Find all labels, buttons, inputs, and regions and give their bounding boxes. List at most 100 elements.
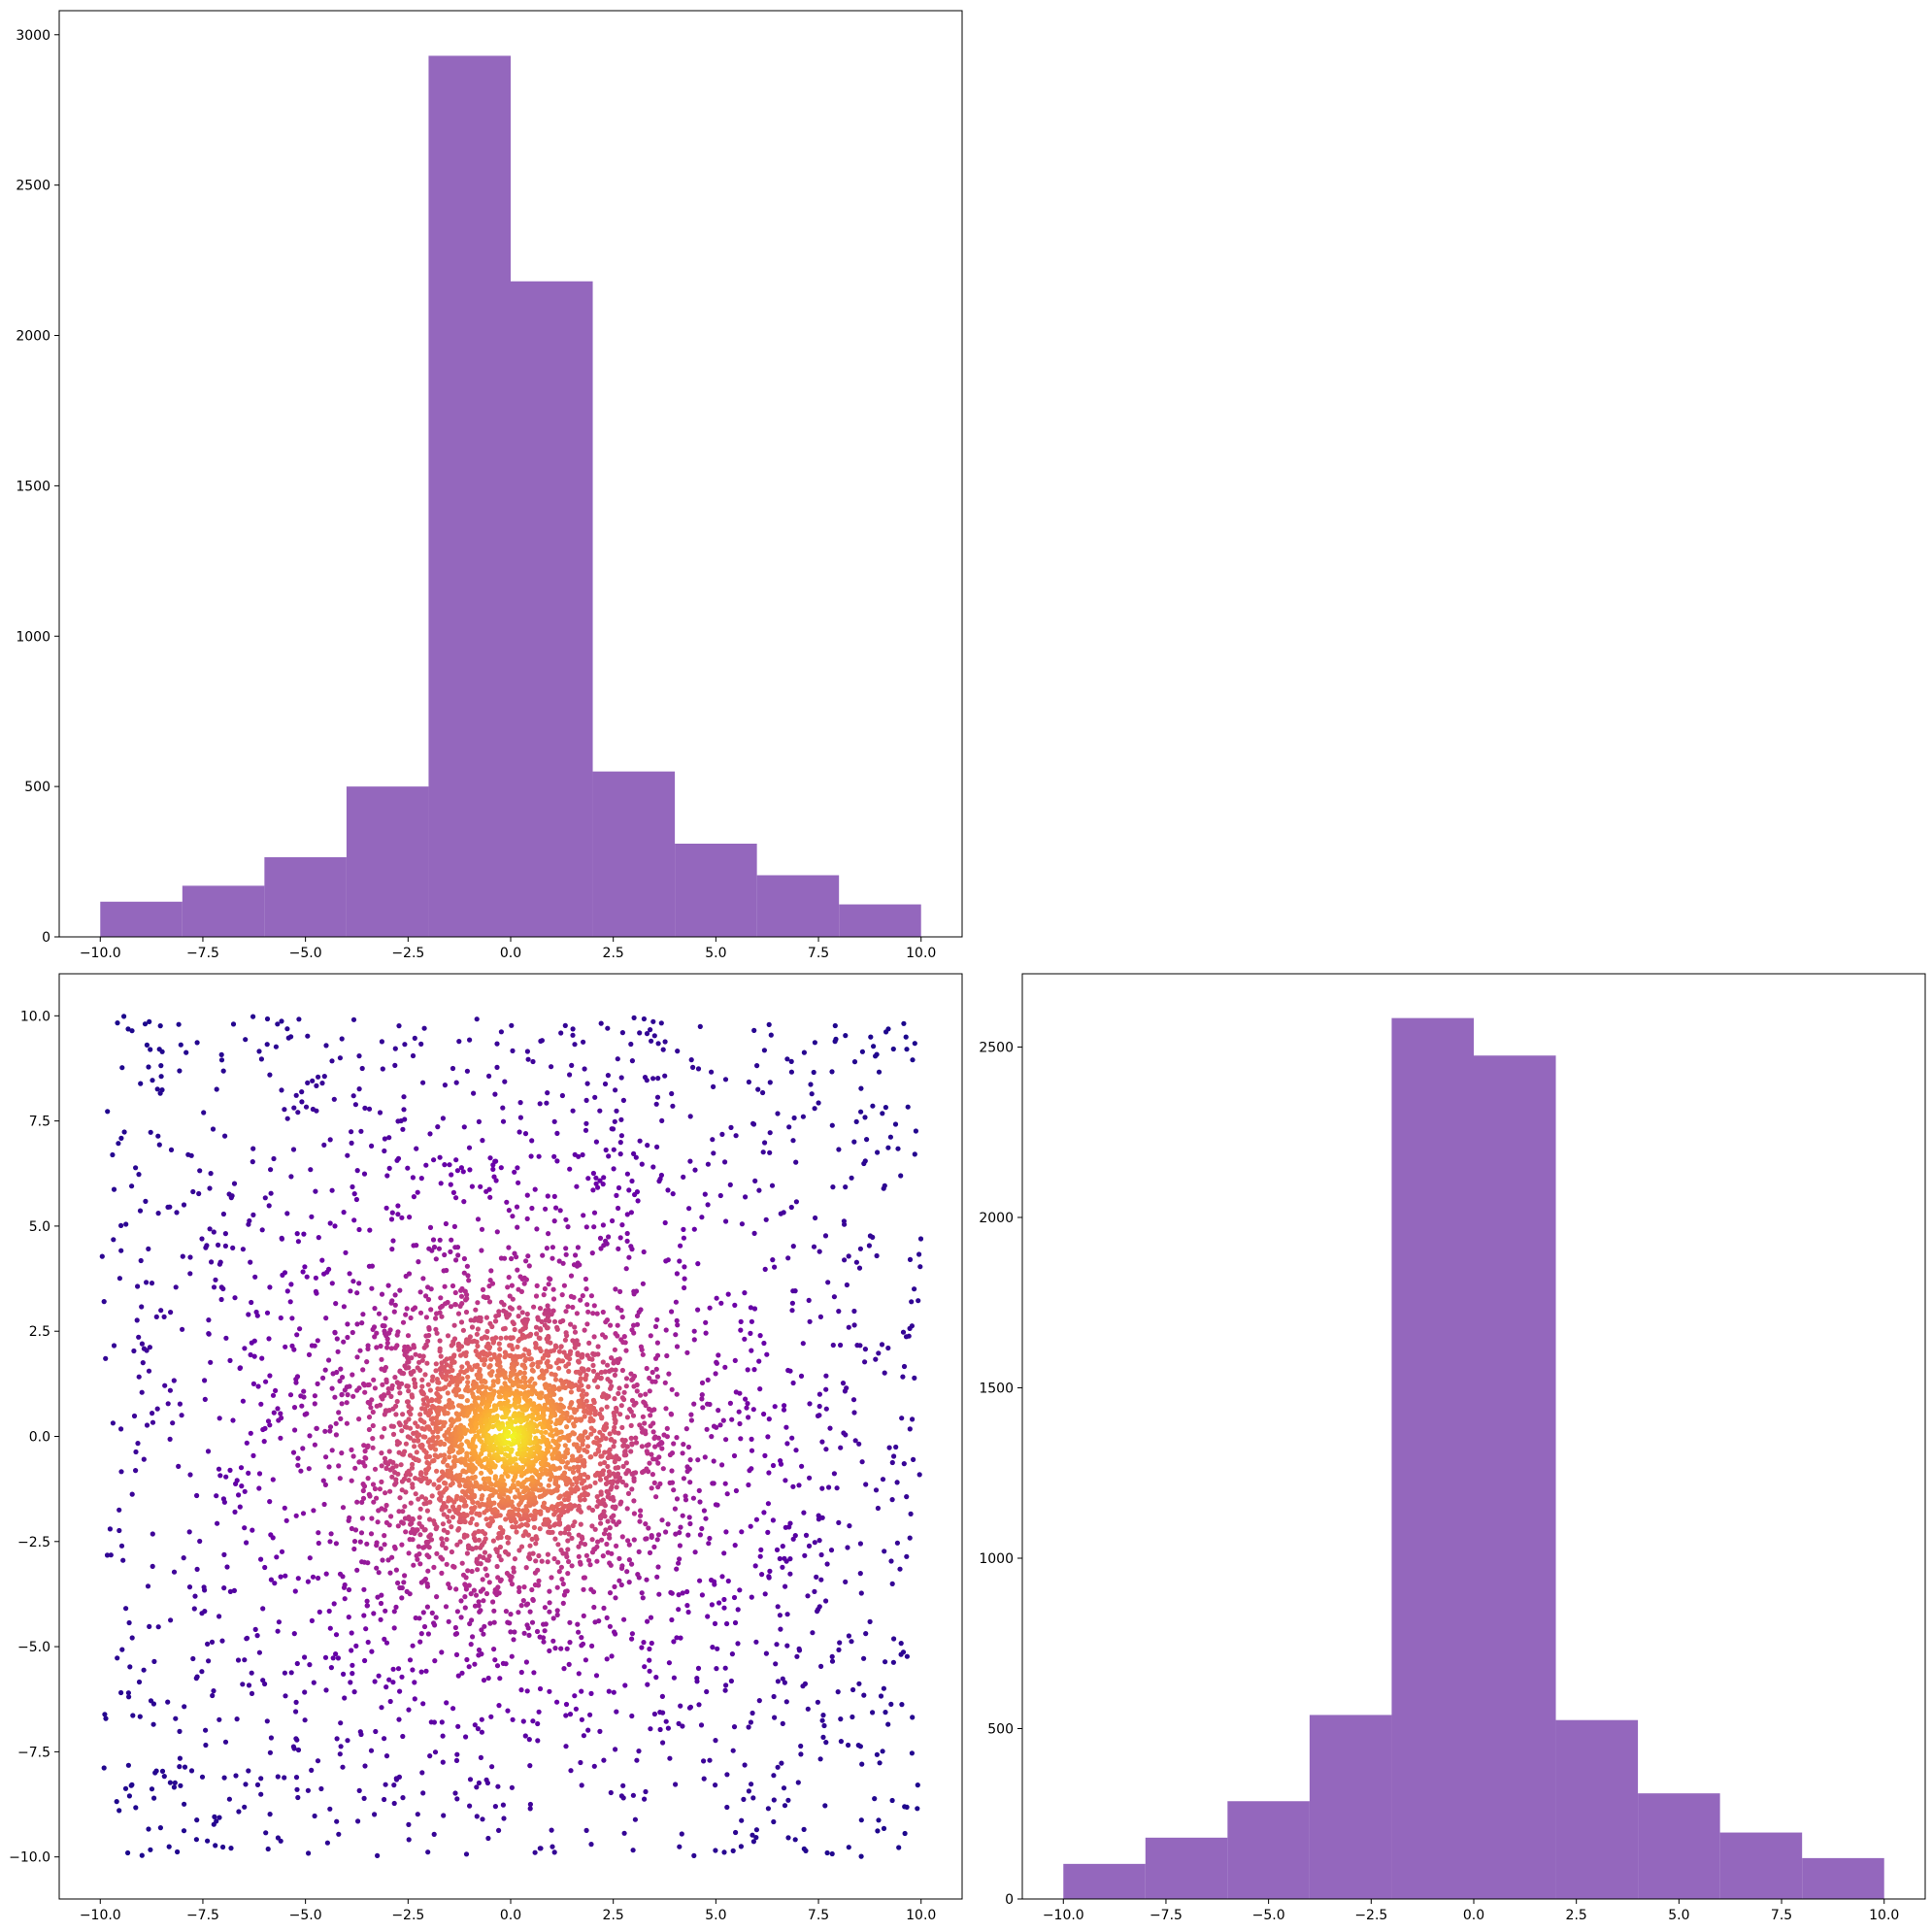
scatter-point — [629, 1713, 635, 1719]
scatter-point — [310, 1574, 316, 1580]
scatter-point — [628, 1371, 634, 1377]
scatter-point — [423, 1162, 429, 1168]
scatter-point — [403, 1529, 409, 1535]
scatter-point — [699, 1525, 705, 1532]
scatter-point — [474, 1016, 480, 1022]
scatter-point — [337, 1055, 343, 1061]
scatter-point — [487, 1155, 493, 1161]
scatter-point — [530, 1368, 536, 1374]
scatter-point — [687, 1457, 693, 1463]
scatter-point — [406, 1821, 412, 1827]
scatter-point — [663, 1327, 669, 1333]
scatter-point — [374, 1540, 380, 1546]
scatter-point — [671, 1675, 678, 1681]
scatter-point — [620, 1463, 626, 1469]
scatter-point — [682, 1284, 687, 1291]
scatter-point — [695, 1307, 701, 1313]
scatter-point — [292, 1588, 298, 1594]
scatter-point — [629, 1441, 635, 1447]
scatter-point — [578, 1297, 583, 1303]
scatter-point — [640, 1595, 646, 1601]
scatter-point — [496, 1341, 502, 1347]
scatter-point — [448, 1304, 454, 1310]
scatter-point — [654, 1340, 661, 1346]
scatter-point — [383, 1205, 389, 1211]
scatter-point — [397, 1287, 403, 1293]
scatter-point — [481, 1598, 486, 1604]
scatter-point — [846, 1742, 851, 1749]
scatter-point — [389, 1474, 395, 1480]
scatter-point — [748, 1523, 753, 1529]
scatter-point — [203, 1245, 209, 1250]
scatter-point — [577, 1404, 583, 1410]
scatter-point — [343, 1249, 349, 1255]
scatter-point — [288, 1670, 294, 1676]
scatter-point — [275, 1835, 281, 1841]
scatter-point — [473, 1450, 479, 1456]
scatter-point — [604, 1395, 610, 1401]
scatter-point — [410, 1482, 416, 1487]
scatter-point — [780, 1564, 785, 1570]
scatter-point — [527, 1806, 533, 1812]
scatter-point — [465, 1273, 471, 1279]
scatter-point — [542, 1516, 549, 1522]
scatter-point — [748, 1305, 754, 1311]
scatter-point — [771, 1797, 777, 1803]
x-tick-label: 10.0 — [906, 946, 936, 961]
scatter-point — [345, 1738, 350, 1744]
scatter-point — [507, 1293, 513, 1299]
scatter-point — [420, 1391, 426, 1397]
scatter-point — [118, 1135, 124, 1141]
scatter-point — [650, 1369, 655, 1376]
scatter-point — [851, 1308, 857, 1315]
scatter-point — [644, 1031, 650, 1037]
scatter-point — [832, 1022, 838, 1029]
scatter-point — [329, 1448, 335, 1453]
scatter-point — [475, 1726, 481, 1732]
scatter-point — [154, 1086, 160, 1092]
scatter-point — [867, 1618, 873, 1624]
scatter-point — [576, 1553, 582, 1559]
scatter-point — [720, 1417, 726, 1423]
scatter-point — [390, 1666, 396, 1672]
scatter-point — [388, 1393, 394, 1399]
scatter-point — [604, 1615, 610, 1620]
scatter-point — [617, 1140, 623, 1146]
scatter-point — [653, 1494, 659, 1500]
scatter-point — [767, 1149, 773, 1155]
scatter-point — [284, 1026, 290, 1032]
scatter-point — [775, 1764, 781, 1770]
scatter-point — [645, 1682, 650, 1687]
scatter-point — [548, 1414, 553, 1419]
scatter-point — [775, 1679, 782, 1684]
histogram-bar — [264, 856, 347, 937]
scatter-point — [676, 1592, 682, 1598]
scatter-point — [889, 1797, 895, 1804]
scatter-point — [760, 1149, 766, 1155]
scatter-point — [907, 1325, 913, 1331]
scatter-point — [823, 1740, 829, 1746]
scatter-point — [631, 1537, 637, 1543]
scatter-point — [851, 1410, 857, 1416]
scatter-point — [511, 1320, 516, 1327]
scatter-point — [607, 1368, 613, 1374]
scatter-point — [603, 1527, 609, 1533]
scatter-point — [449, 1549, 454, 1555]
scatter-point — [582, 1327, 587, 1333]
scatter-point — [361, 1586, 367, 1592]
scatter-point — [502, 1482, 508, 1487]
scatter-point — [373, 1728, 379, 1735]
scatter-point — [605, 1518, 611, 1524]
scatter-point — [275, 1406, 281, 1412]
scatter-point — [434, 1468, 440, 1474]
scatter-point — [249, 1299, 254, 1306]
scatter-point — [427, 1753, 433, 1759]
scatter-point — [144, 1280, 150, 1285]
scatter-point — [579, 1481, 584, 1486]
scatter-point — [459, 1670, 465, 1676]
scatter-point — [423, 1343, 429, 1349]
scatter-point — [690, 1064, 696, 1070]
scatter-point — [892, 1121, 899, 1127]
scatter-point — [294, 1231, 300, 1237]
scatter-point — [545, 1090, 550, 1096]
